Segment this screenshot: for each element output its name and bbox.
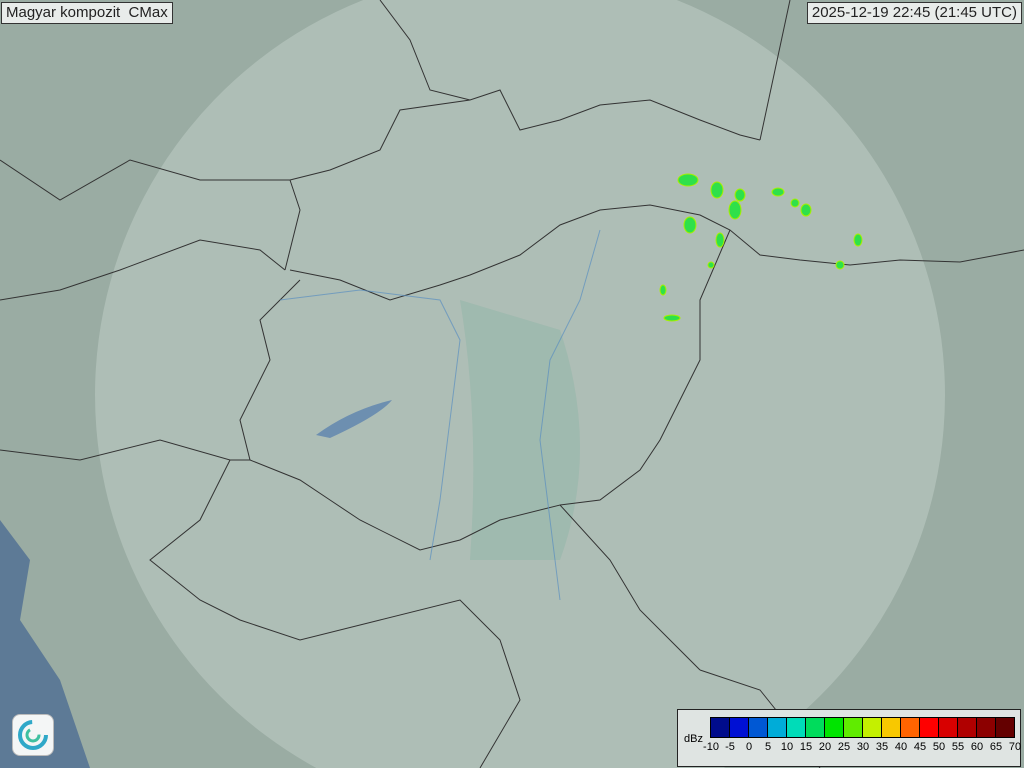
legend-tick: 65 <box>989 741 1003 753</box>
swirl-logo-icon <box>12 714 54 756</box>
legend-bin <box>825 718 844 737</box>
legend-bin <box>863 718 882 737</box>
echo-cell <box>715 232 725 248</box>
legend-tick: 10 <box>780 741 794 753</box>
adriatic-sea <box>0 520 90 768</box>
echo-cell <box>663 314 681 322</box>
legend-tick: 20 <box>818 741 832 753</box>
echo-cell <box>734 188 746 202</box>
legend-bin <box>901 718 920 737</box>
legend-tick: 15 <box>799 741 813 753</box>
legend-tick: 45 <box>913 741 927 753</box>
legend-bin <box>711 718 730 737</box>
legend-bin <box>787 718 806 737</box>
legend-bin <box>882 718 901 737</box>
echo-cell <box>800 203 812 217</box>
rivers <box>279 229 601 601</box>
legend-unit: dBz <box>684 733 703 745</box>
dbz-legend: dBz -10 -5 0 5 10 15 20 25 30 35 40 45 50 55 60 65 70 <box>677 709 1021 767</box>
echo-cell <box>677 173 699 187</box>
great-plain <box>460 300 580 560</box>
legend-tick: 25 <box>837 741 851 753</box>
legend-bin <box>977 718 996 737</box>
legend-bin <box>806 718 825 737</box>
radar-echoes <box>659 173 863 322</box>
echo-cell <box>853 233 863 247</box>
legend-tick: -5 <box>725 741 735 753</box>
color-scale <box>710 717 1015 738</box>
legend-tick: 35 <box>875 741 889 753</box>
legend-bin <box>920 718 939 737</box>
legend-bin <box>996 718 1014 737</box>
legend-tick: 55 <box>951 741 965 753</box>
map-title: Magyar kompozit CMax <box>1 2 173 24</box>
echo-cell <box>683 216 697 234</box>
legend-bin <box>768 718 787 737</box>
echo-cell <box>710 181 724 199</box>
legend-tick: -10 <box>703 741 719 753</box>
echo-cell <box>835 260 845 270</box>
legend-bin <box>939 718 958 737</box>
echo-cell <box>659 284 667 296</box>
echo-cell <box>790 198 800 208</box>
echo-cell <box>707 261 715 269</box>
legend-tick: 0 <box>745 741 753 753</box>
legend-tick: 50 <box>932 741 946 753</box>
echo-cell <box>728 200 742 220</box>
legend-bin <box>749 718 768 737</box>
legend-tick: 30 <box>856 741 870 753</box>
legend-tick: 40 <box>894 741 908 753</box>
echo-cell <box>771 187 785 197</box>
legend-bin <box>844 718 863 737</box>
legend-tick: 5 <box>764 741 772 753</box>
legend-bin <box>958 718 977 737</box>
lake-balaton <box>316 400 392 438</box>
legend-tick: 60 <box>970 741 984 753</box>
legend-bin <box>730 718 749 737</box>
timestamp: 2025-12-19 22:45 (21:45 UTC) <box>806 2 1022 24</box>
legend-tick: 70 <box>1008 741 1022 753</box>
